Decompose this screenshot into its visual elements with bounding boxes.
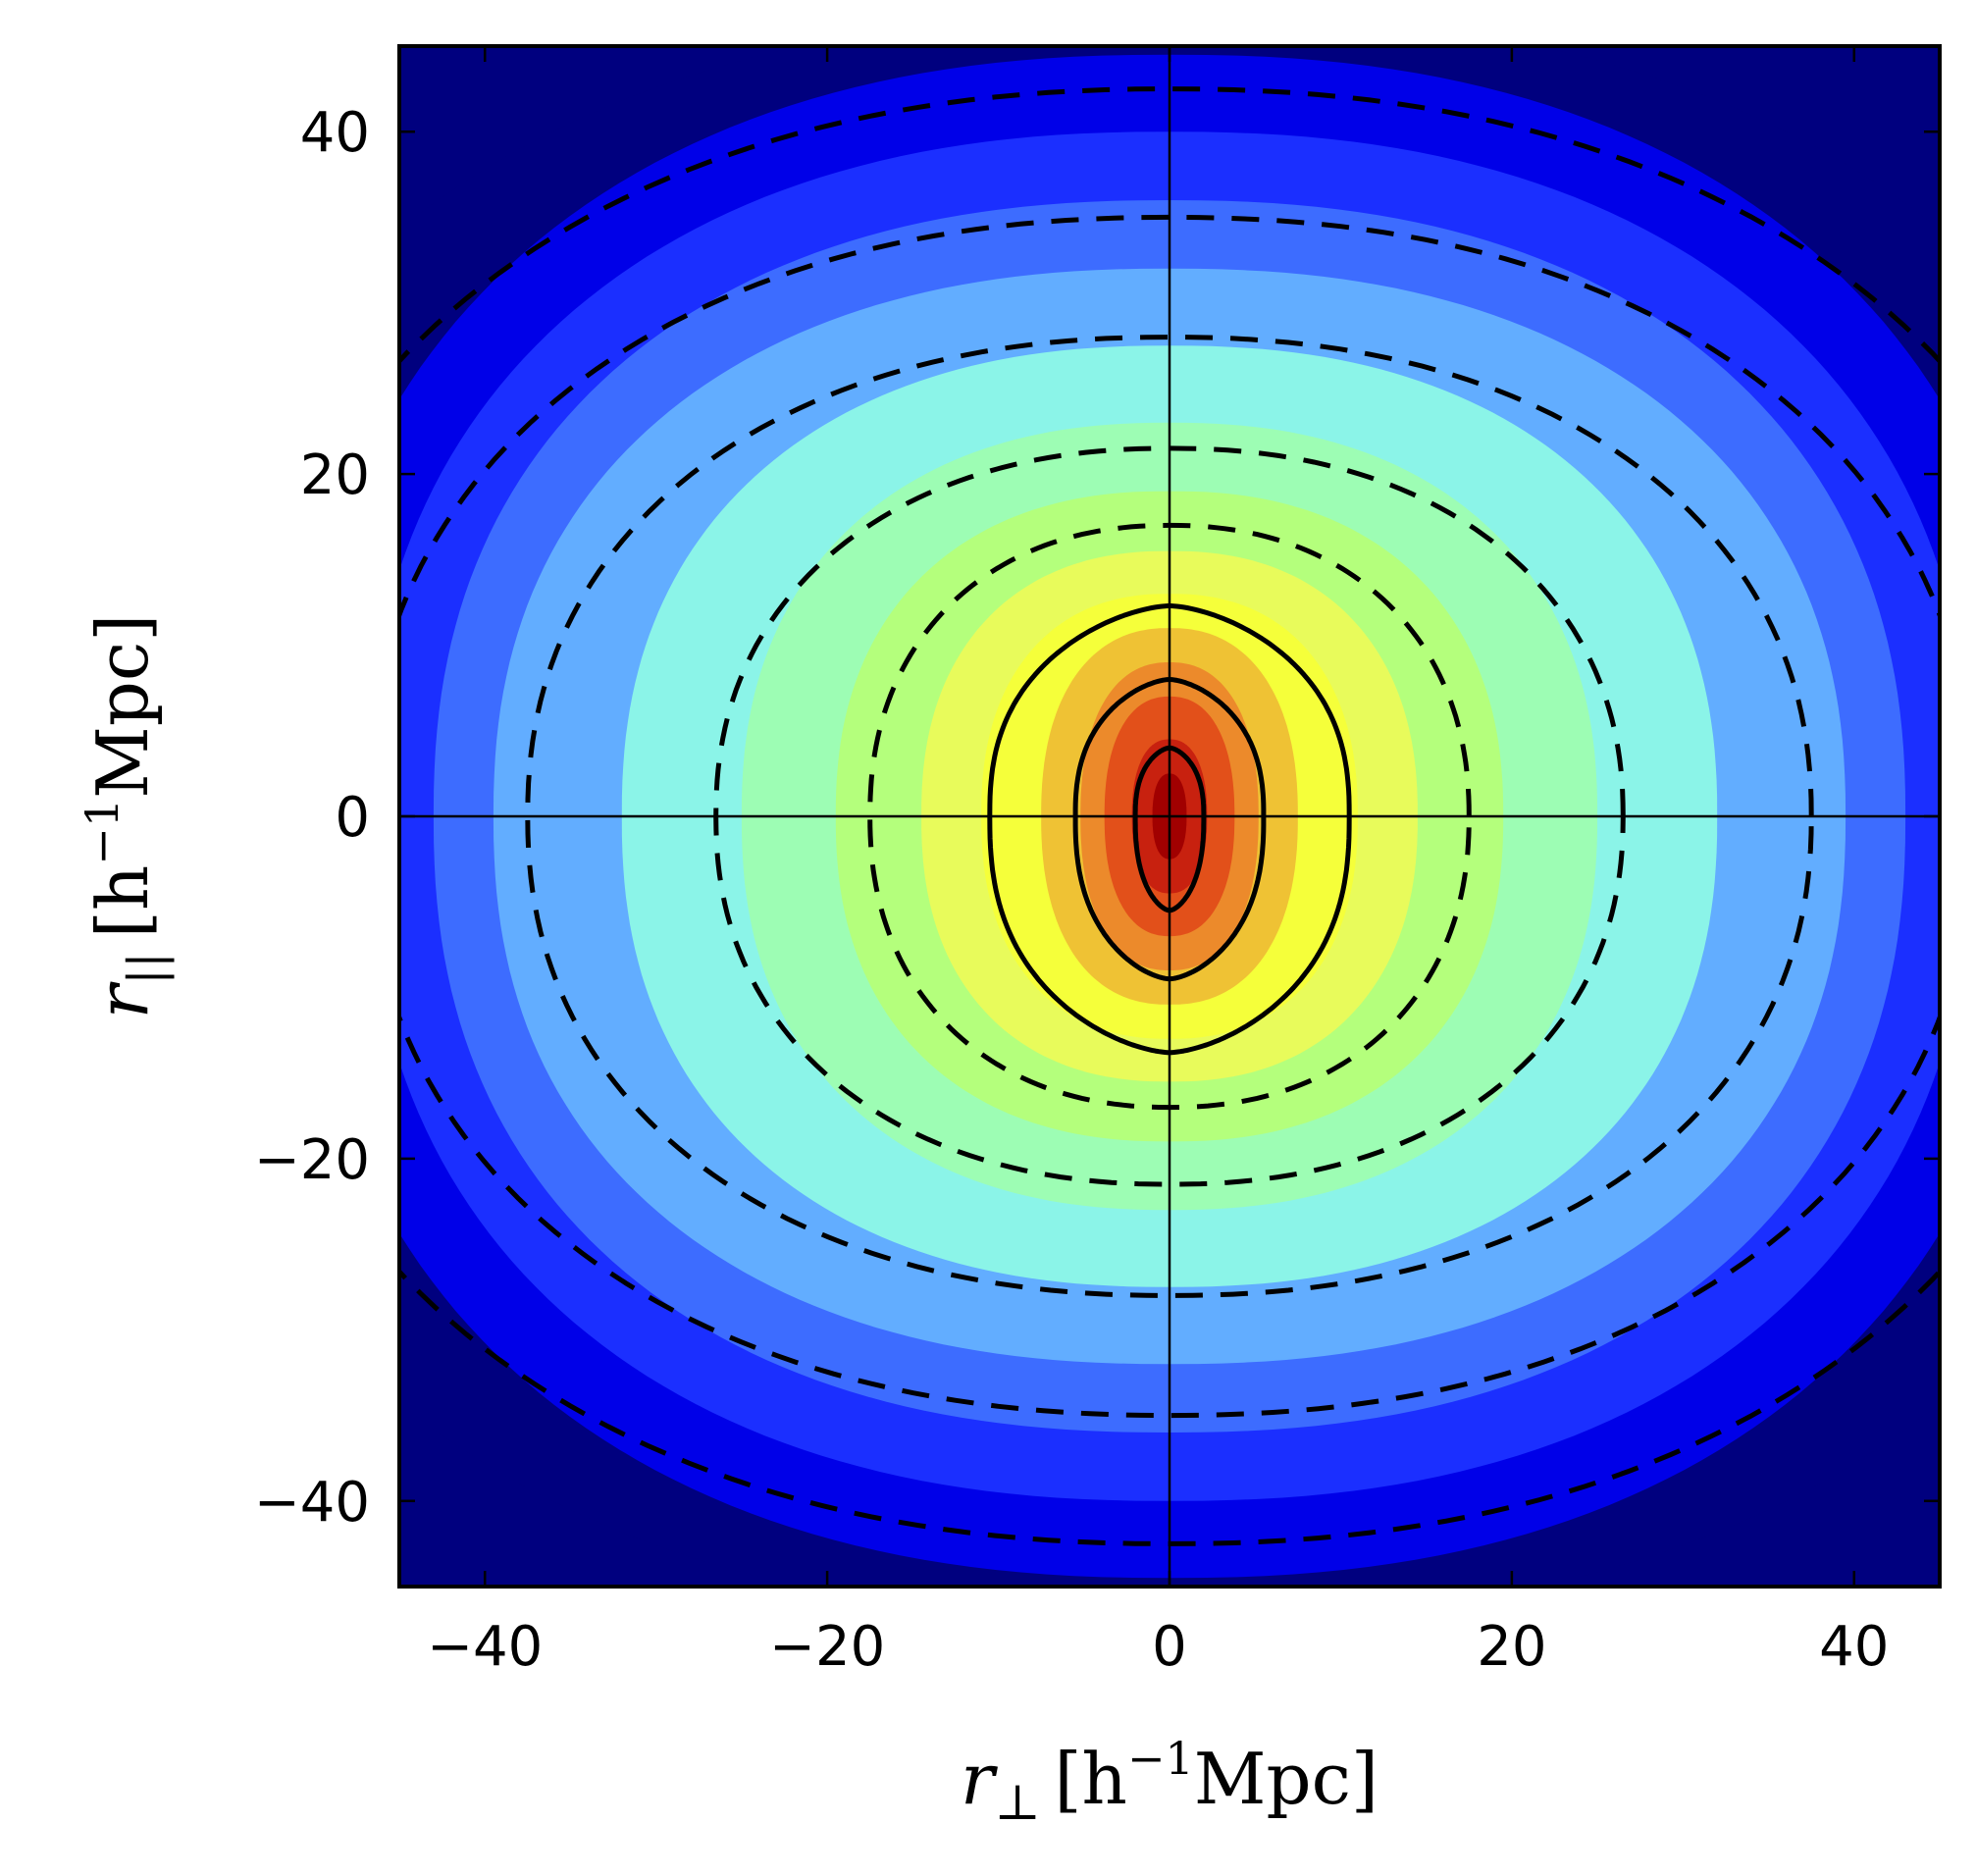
y-tick-label-2: 0 (335, 786, 370, 850)
y-axis-symbol: r (81, 981, 164, 1018)
x-tick-label-4: 40 (1819, 1615, 1889, 1679)
x-axis-symbol: r (961, 1738, 998, 1820)
y-tick-labels: −40 −20 0 20 40 (254, 101, 370, 1535)
x-tick-label-2: 0 (1152, 1615, 1187, 1679)
x-axis-unit-exponent: −1 (1127, 1732, 1194, 1785)
x-axis-label: r⊥ [h−1Mpc] (961, 1732, 1378, 1831)
y-axis-subscript: || (118, 952, 175, 985)
y-tick-label-1: −20 (254, 1128, 370, 1192)
y-axis-unit-exponent: −1 (76, 799, 129, 865)
y-axis-unit-prefix: [h (81, 865, 164, 938)
solid-contour-1 (1072, 676, 1267, 982)
solid-contour-lines (987, 602, 1352, 1056)
x-axis-subscript: ⊥ (994, 1774, 1040, 1831)
solid-contour-0 (987, 602, 1352, 1056)
x-tick-labels: −40 −20 0 20 40 (427, 1615, 1889, 1679)
x-axis-unit-suffix: Mpc] (1194, 1738, 1378, 1820)
y-tick-label-3: 20 (300, 443, 370, 507)
dashed-contour-0 (399, 86, 1940, 1546)
filled-contour-regions (399, 46, 1940, 1587)
y-axis-label: r|| [h−1Mpc] (76, 614, 175, 1019)
solid-contour-2 (1132, 745, 1207, 913)
y-axis-unit-suffix: Mpc] (81, 614, 164, 799)
axis-ticks (399, 46, 1940, 1587)
x-tick-label-1: −20 (769, 1615, 885, 1679)
dashed-contour-lines (399, 86, 1940, 1546)
reference-lines (399, 46, 1940, 1587)
x-tick-label-0: −40 (427, 1615, 543, 1679)
dashed-contour-3 (713, 445, 1626, 1187)
dashed-contour-1 (399, 214, 1940, 1419)
y-tick-label-4: 40 (300, 101, 370, 165)
dashed-contour-2 (525, 335, 1814, 1298)
y-tick-label-0: −40 (254, 1471, 370, 1535)
x-tick-label-3: 20 (1477, 1615, 1546, 1679)
x-axis-unit-prefix: [h (1054, 1738, 1126, 1820)
dashed-contour-4 (867, 522, 1472, 1111)
